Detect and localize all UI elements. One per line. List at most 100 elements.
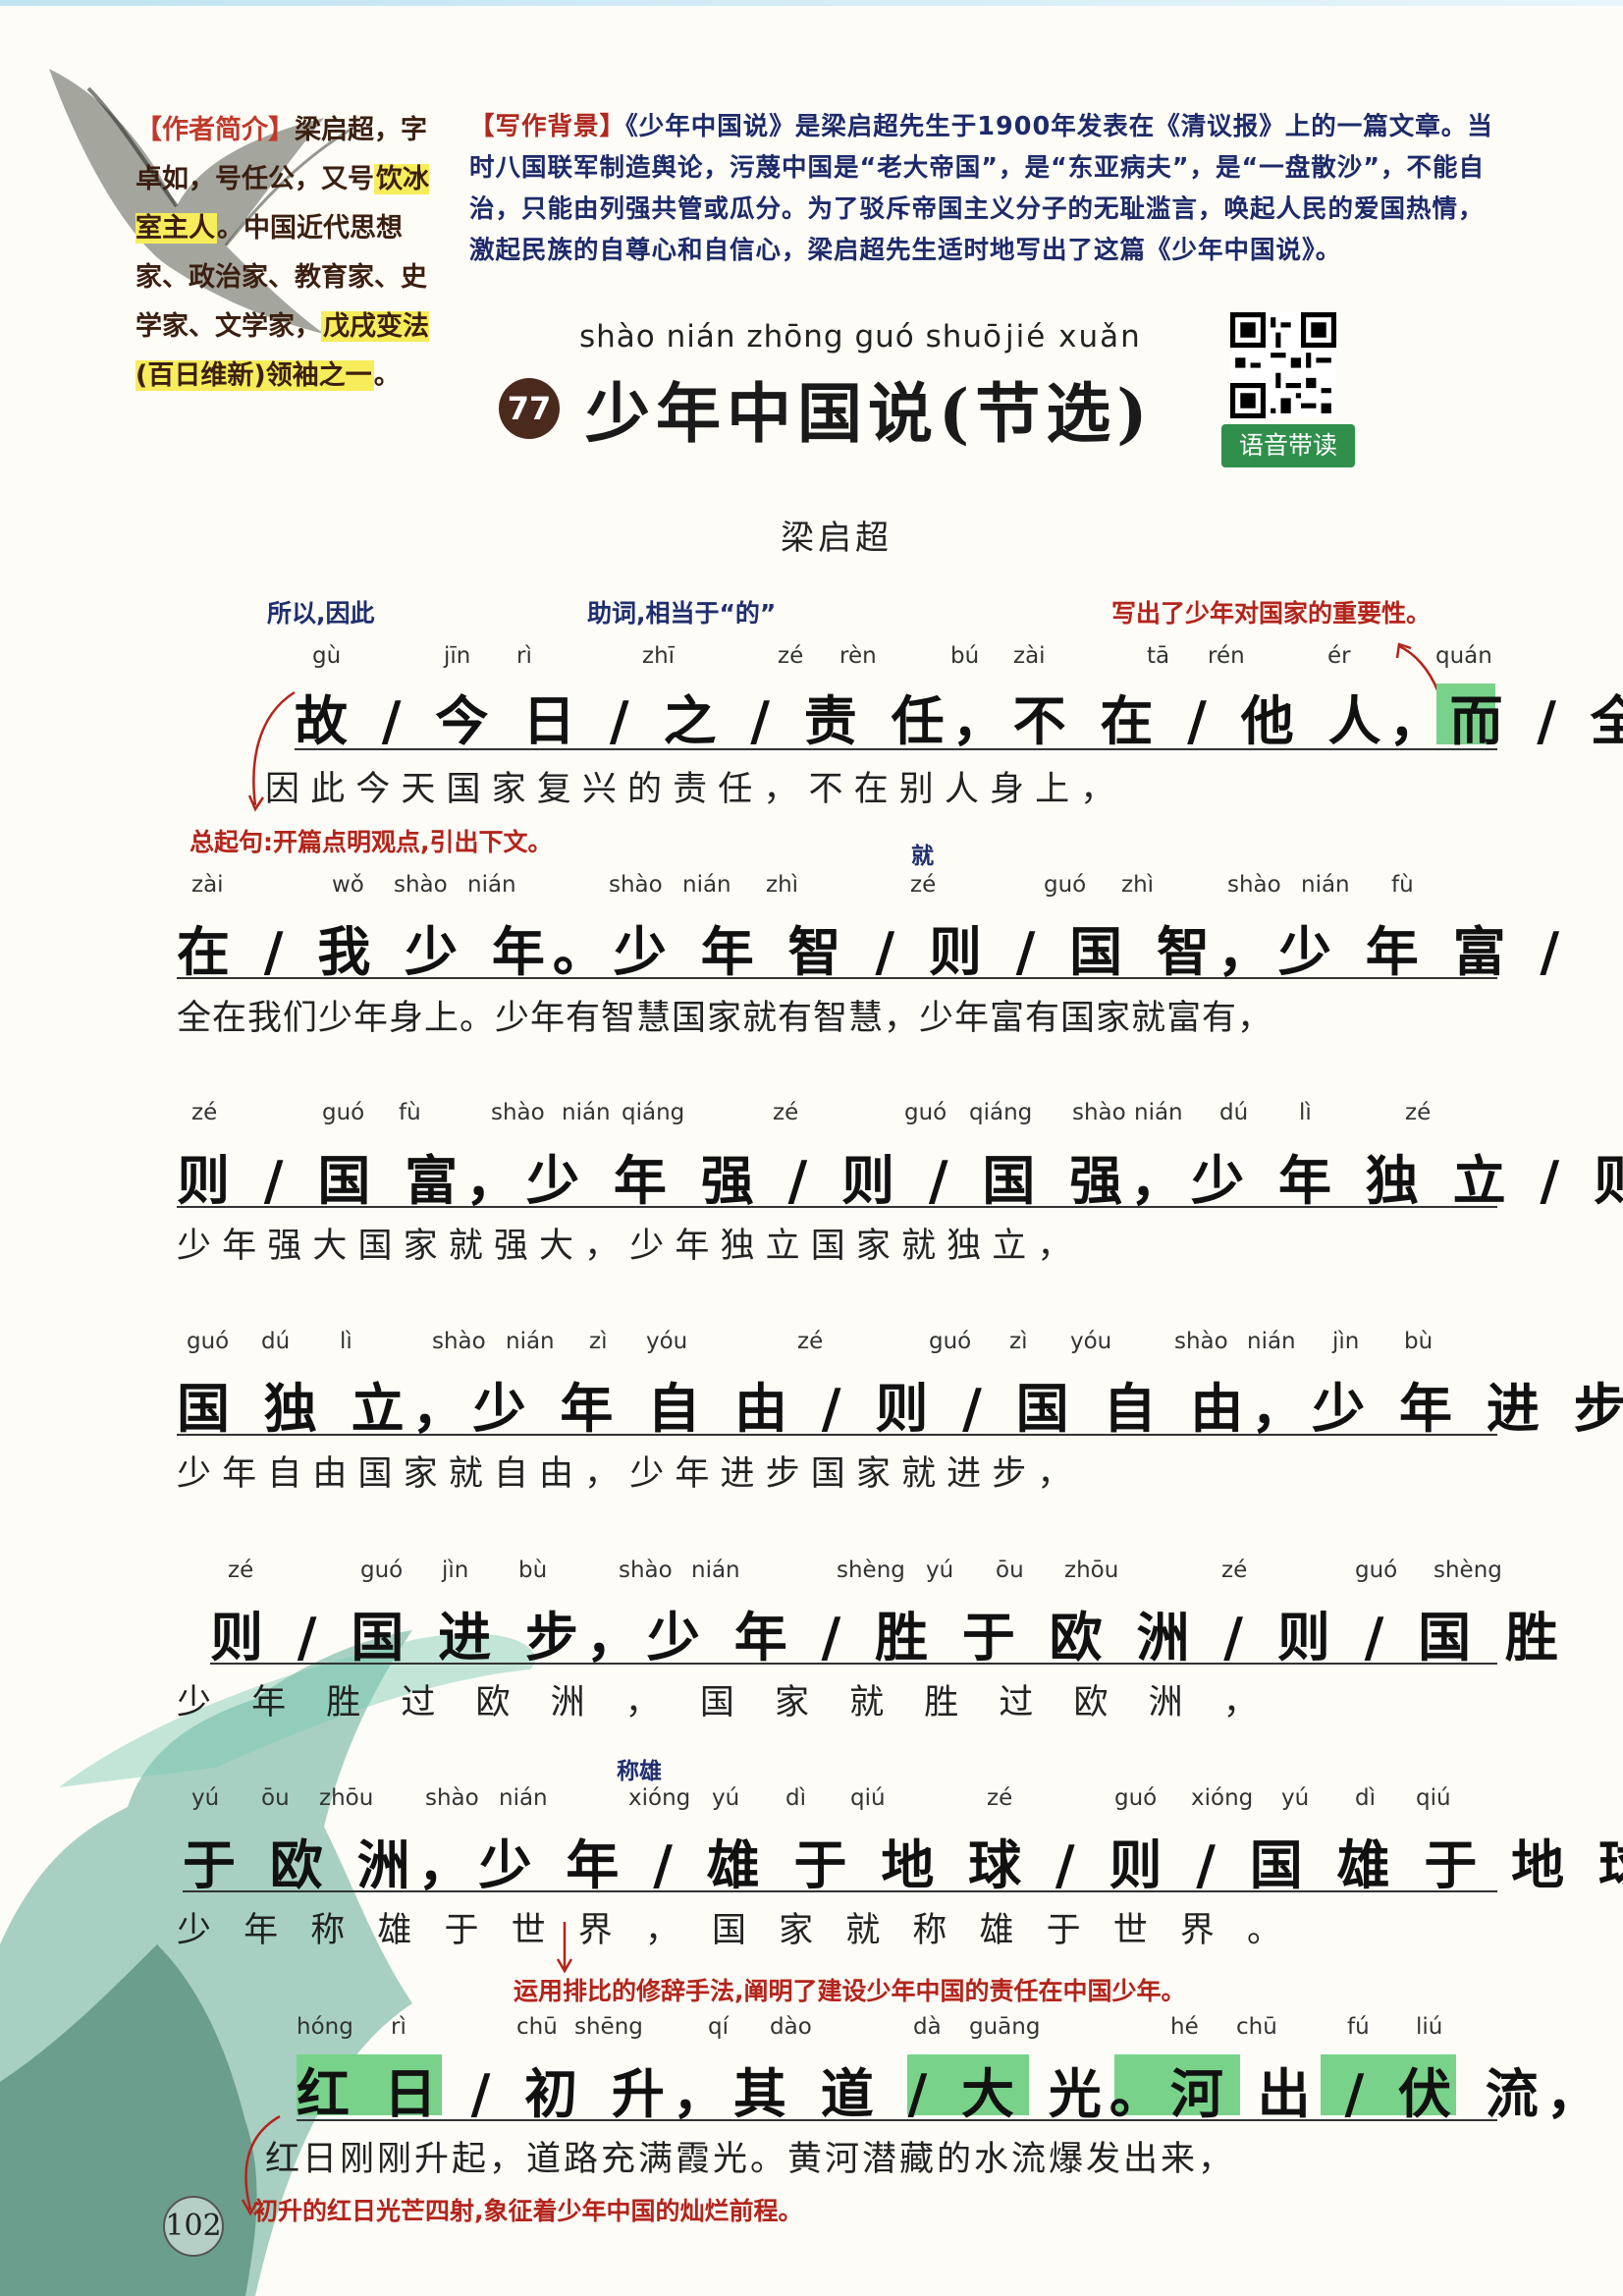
translation-line-5: 少 年 胜 过 欧 洲 ， 国 家 就 胜 过 欧 洲 ， <box>177 1683 1258 1722</box>
pinyin: yú <box>712 1785 740 1811</box>
pinyin: yú <box>926 1558 954 1583</box>
pinyin: nián <box>467 872 516 898</box>
pinyin: guó <box>322 1100 365 1125</box>
pinyin: shào <box>491 1100 545 1125</box>
title-pinyin: shào nián zhōng guó shuō <box>579 319 1002 355</box>
pinyin: guó <box>1044 872 1087 898</box>
pinyin: zé <box>1221 1558 1248 1583</box>
writing-background-text: 《少年中国说》是梁启超先生于1900年发表在《清议报》上的一篇文章。当时八国联军… <box>469 112 1493 265</box>
note-topic-sentence: 总起句:开篇点明观点,引出下文。 <box>189 828 553 856</box>
writing-background-tag: 【写作背景】 <box>469 112 626 141</box>
pinyin: xióng <box>1191 1785 1254 1811</box>
pinyin: bú <box>950 643 980 669</box>
pinyin: yú <box>1281 1785 1310 1811</box>
pinyin: zài <box>1013 643 1046 669</box>
pinyin: guó <box>360 1558 404 1583</box>
classical-line-4: 国 独 立，少 年 自 由 / 则 / 国 自 由，少 年 进 步 / <box>177 1377 1623 1440</box>
pinyin: zhōu <box>319 1785 374 1811</box>
classical-line-5: 则 / 国 进 步，少 年 / 胜 于 欧 洲 / 则 / 国 胜 <box>210 1606 1566 1668</box>
pinyin: guó <box>1355 1558 1398 1583</box>
classical-line-1: 故 / 今 日 / 之 / 责 任，不 在 / 他 人，而 / 全 <box>295 689 1623 752</box>
note-xiong: 称雄 <box>617 1759 662 1784</box>
note-zhi: 助词,相当于“的” <box>587 599 777 628</box>
author-intro-text-4: 。 <box>373 360 401 391</box>
pinyin: gù <box>312 643 342 669</box>
note-ze: 就 <box>911 844 934 869</box>
pinyin: chū <box>1236 2014 1277 2040</box>
pinyin: zé <box>773 1100 799 1125</box>
note-importance: 写出了少年对国家的重要性。 <box>1111 599 1432 628</box>
line-rule <box>177 977 1497 979</box>
pinyin: yóu <box>1070 1329 1112 1354</box>
pinyin: nián <box>499 1785 548 1811</box>
pinyin: fù <box>399 1100 421 1125</box>
pinyin: hé <box>1170 2014 1199 2040</box>
classical-line-6: 于 欧 洲，少 年 / 雄 于 地 球 / 则 / 国 雄 于 地 球。 <box>183 1833 1623 1896</box>
pinyin: qiú <box>1416 1785 1451 1811</box>
classical-line-3: 则 / 国 富，少 年 强 / 则 / 国 强，少 年 独 立 / 则 / <box>177 1149 1623 1212</box>
author-intro-text-3: 。中国近代思想家、政治家、教育家、史学家、文学家， <box>135 213 427 342</box>
pinyin: shēng <box>574 2014 643 2040</box>
pinyin: lì <box>1299 1100 1312 1125</box>
line-rule <box>177 1434 1497 1436</box>
translation-line-3: 少 年 强 大 国 家 就 强 大 ， 少 年 独 立 国 家 就 独 立 ， <box>177 1227 1072 1266</box>
translation-line-2: 全在我们少年身上。少年有智慧国家就有智慧，少年富有国家就富有， <box>177 999 1273 1038</box>
note-gu: 所以,因此 <box>267 599 375 628</box>
pinyin: zhì <box>1121 872 1155 898</box>
pinyin: jìn <box>442 1558 469 1583</box>
pinyin: shèng <box>1434 1558 1502 1583</box>
pinyin: shào <box>1072 1100 1126 1125</box>
pinyin: dào <box>770 2014 812 2040</box>
curved-arrow-icon <box>247 690 296 812</box>
pinyin: shào <box>394 872 448 898</box>
pinyin: dì <box>1355 1785 1376 1811</box>
pinyin: chū <box>516 2014 558 2040</box>
pointer-arrow-icon <box>1395 642 1440 693</box>
pinyin: zé <box>910 872 937 898</box>
translation-line-6: 少 年 称 雄 于 世 界 ， 国 家 就 称 雄 于 世 界 。 <box>177 1911 1282 1950</box>
pinyin: xióng <box>628 1785 691 1811</box>
pinyin: shèng <box>837 1558 905 1583</box>
lesson-title: 少年中国说(节选) <box>585 375 1154 452</box>
audio-reading-button[interactable]: 语音带读 <box>1221 424 1355 467</box>
pinyin: liú <box>1416 2014 1443 2040</box>
author-intro-tag: 【作者简介】 <box>135 115 295 145</box>
line-rule <box>210 1663 1497 1665</box>
classical-line-7: 红 日 / 初 升，其 道 / 大 光。河 出 / 伏 流， <box>297 2062 1607 2125</box>
pinyin: hóng <box>297 2014 353 2040</box>
eagle-illustration <box>49 69 354 334</box>
pinyin: bù <box>518 1558 548 1583</box>
pinyin: zài <box>191 872 224 898</box>
note-red-sun: 初升的红日光芒四射,象征着少年中国的灿烂前程。 <box>253 2197 803 2225</box>
highlight-block <box>1436 683 1495 744</box>
pinyin: jìn <box>1332 1329 1360 1354</box>
pinyin: nián <box>1134 1100 1183 1125</box>
pinyin: dú <box>1219 1100 1249 1125</box>
pinyin: dú <box>261 1329 291 1354</box>
qr-code[interactable] <box>1230 312 1336 418</box>
pinyin: zé <box>797 1329 824 1354</box>
top-accent-line <box>0 0 1623 6</box>
translation-line-4: 少 年 自 由 国 家 就 自 由 ， 少 年 进 步 国 家 就 进 步 ， <box>177 1454 1072 1494</box>
author-intro-text-2: 卓如，号任公，又号 <box>135 164 374 194</box>
line-rule <box>183 1890 1497 1892</box>
writing-background: 【写作背景】《少年中国说》是梁启超先生于1900年发表在《清议报》上的一篇文章。… <box>469 106 1500 271</box>
pinyin: zé <box>191 1100 218 1125</box>
lesson-number-badge: 77 <box>499 378 560 439</box>
pinyin: nián <box>1247 1329 1296 1354</box>
pinyin: rì <box>391 2014 406 2040</box>
pinyin: zé <box>228 1558 254 1583</box>
title-pinyin-sub: jié xuǎn <box>1005 319 1142 355</box>
pinyin: shào <box>1174 1329 1228 1354</box>
pinyin: dà <box>913 2014 942 2040</box>
pinyin: lì <box>340 1329 352 1354</box>
pinyin: shào <box>619 1558 673 1583</box>
line-rule <box>177 1206 1497 1208</box>
line-rule <box>295 748 1497 750</box>
pinyin: zé <box>778 643 804 669</box>
highlight-block <box>297 2054 442 2115</box>
pinyin: wǒ <box>332 872 364 898</box>
pinyin: fù <box>1391 872 1414 898</box>
pinyin: yóu <box>646 1329 688 1354</box>
pinyin: nián <box>1301 872 1350 898</box>
